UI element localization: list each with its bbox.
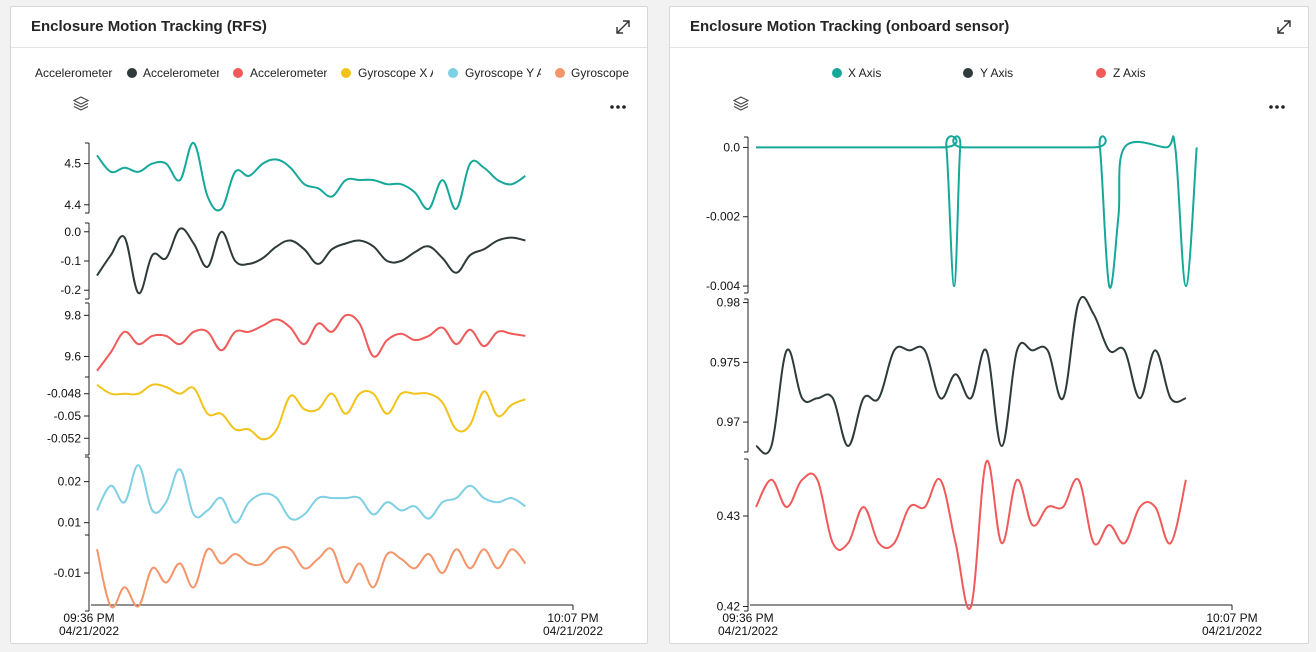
legend-item[interactable]: Gyroscope (555, 65, 631, 81)
more-dots-icon[interactable] (1266, 102, 1288, 112)
legend-marker (832, 68, 842, 78)
x-tick-label: 10:07 PM (547, 611, 598, 625)
y-tick-label: 0.0 (723, 140, 740, 154)
legend-label: Accelerometer (35, 66, 113, 80)
y-tick-label: -0.05 (54, 409, 82, 423)
y-tick-label: -0.01 (54, 566, 82, 580)
x-tick-label: 09:36 PM (63, 611, 114, 625)
legend-label: X Axis (848, 66, 882, 80)
expand-arrows-icon[interactable] (613, 17, 633, 37)
series-line (756, 135, 1198, 289)
legend-label: Accelerometer (250, 66, 327, 80)
layers-icon[interactable] (72, 95, 90, 113)
legend-item[interactable]: Accelerometer (233, 65, 327, 81)
layers-icon[interactable] (732, 95, 750, 113)
x-tick-label: 04/21/2022 (1202, 624, 1262, 638)
series-line (755, 459, 1187, 610)
legend-marker (127, 68, 137, 78)
legend-item[interactable]: Accelerometer (127, 65, 219, 81)
x-tick-label: 09:36 PM (722, 611, 773, 625)
legend-label: Gyroscope (571, 66, 630, 80)
legend-marker (448, 68, 458, 78)
y-tick-label: -0.002 (706, 210, 740, 224)
legend-label: Y Axis (980, 66, 1014, 80)
series-line (96, 546, 527, 609)
y-tick-label: -0.048 (47, 387, 81, 401)
legend-marker (555, 68, 565, 78)
y-tick-label: 4.4 (64, 198, 81, 212)
y-tick-label: -0.1 (60, 254, 81, 268)
series-line (96, 227, 526, 295)
y-tick-label: 0.98 (717, 296, 741, 310)
y-tick-label: 0.975 (710, 355, 740, 369)
more-dots-icon[interactable] (607, 102, 629, 112)
y-tick-label: 0.02 (58, 475, 82, 489)
legend-marker (963, 68, 973, 78)
legend-item[interactable]: Z Axis (1096, 65, 1166, 81)
x-tick-label: 04/21/2022 (59, 624, 119, 638)
y-tick-label: 0.0 (64, 225, 81, 239)
series-line (96, 141, 526, 212)
series-line (755, 295, 1187, 455)
y-tick-label: 9.6 (64, 349, 81, 363)
y-tick-label: 0.43 (717, 509, 741, 523)
panel-title: Enclosure Motion Tracking (RFS) (31, 18, 267, 35)
legend-marker (233, 68, 243, 78)
expand-arrows-icon[interactable] (1274, 17, 1294, 37)
legend-marker (341, 68, 351, 78)
y-tick-label: -0.052 (47, 431, 81, 445)
series-line (96, 313, 526, 372)
legend-label: Z Axis (1113, 66, 1146, 80)
x-tick-label: 10:07 PM (1206, 611, 1257, 625)
y-tick-label: 0.97 (717, 415, 741, 429)
legend-label: Accelerometer (143, 66, 219, 80)
y-tick-label: 0.01 (58, 516, 82, 530)
legend-item[interactable]: Accelerometer (35, 65, 113, 81)
legend-label: Gyroscope X A (358, 66, 433, 80)
legend-item[interactable]: X Axis (832, 65, 902, 81)
legend-item[interactable]: Gyroscope Y A (448, 65, 541, 81)
y-tick-label: -0.2 (60, 283, 81, 297)
legend-label: Gyroscope Y A (465, 66, 541, 80)
onboard-sensor-panel: Enclosure Motion Tracking (onboard senso… (669, 6, 1309, 644)
y-tick-label: 0.42 (717, 599, 741, 613)
legend-marker (1096, 68, 1106, 78)
panel-title: Enclosure Motion Tracking (onboard senso… (690, 18, 1010, 35)
x-tick-label: 04/21/2022 (718, 624, 778, 638)
legend-item[interactable]: Gyroscope X A (341, 65, 433, 81)
series-line (96, 383, 526, 441)
series-line (96, 464, 526, 524)
y-tick-label: 4.5 (64, 157, 81, 171)
legend-item[interactable]: Y Axis (963, 65, 1033, 81)
y-tick-label: 9.8 (64, 308, 81, 322)
y-tick-label: -0.004 (706, 279, 740, 293)
title-divider (11, 47, 647, 48)
rfs-panel: Enclosure Motion Tracking (RFS) Accelero… (10, 6, 648, 644)
x-tick-label: 04/21/2022 (543, 624, 603, 638)
title-divider (670, 47, 1308, 48)
